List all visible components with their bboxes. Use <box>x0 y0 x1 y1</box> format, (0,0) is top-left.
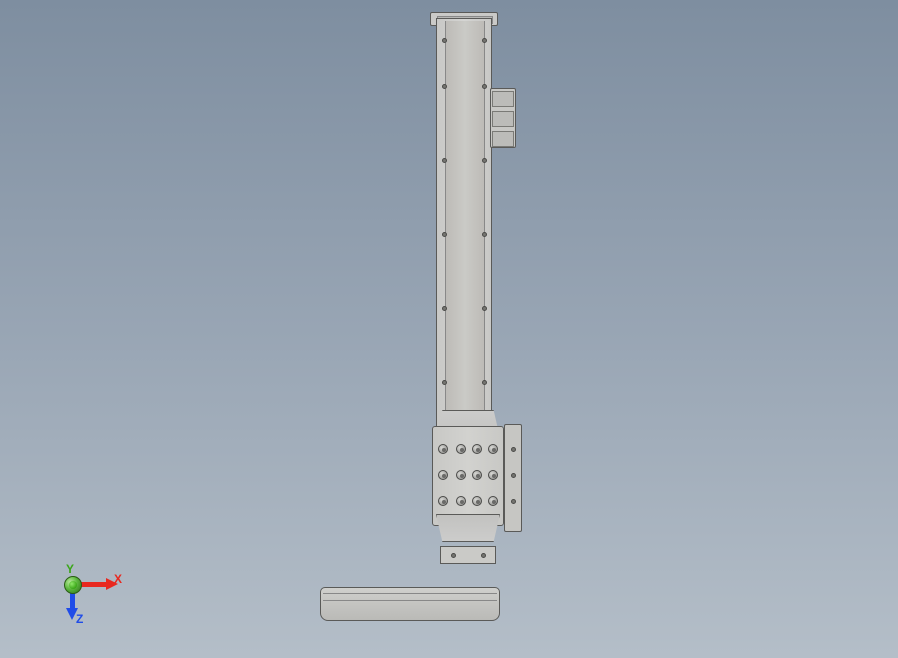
y-axis-label: Y <box>66 562 74 576</box>
base-foot-edge <box>323 593 497 594</box>
bolt <box>438 444 448 454</box>
screw-hole <box>511 473 516 478</box>
base-foot-platform <box>320 587 500 621</box>
screw-hole <box>482 38 487 43</box>
carriage-assembly <box>422 394 524 564</box>
screw-hole <box>442 232 447 237</box>
carriage-bottom-bracket <box>440 546 496 564</box>
screw-hole <box>442 306 447 311</box>
side-block-seg <box>492 131 514 147</box>
carriage-bottom-chamfer <box>436 514 500 542</box>
carriage-side-rail <box>504 424 522 532</box>
screw-hole <box>482 380 487 385</box>
coordinate-triad[interactable]: X Y Z <box>64 552 122 610</box>
bolt <box>472 496 482 506</box>
screw-hole <box>482 232 487 237</box>
screw-hole <box>482 84 487 89</box>
screw-hole <box>442 38 447 43</box>
screw-hole <box>442 84 447 89</box>
bolt <box>472 470 482 480</box>
bolt <box>456 496 466 506</box>
z-axis-label: Z <box>76 612 83 626</box>
x-axis-label: X <box>114 572 122 586</box>
base-foot-edge <box>323 600 497 601</box>
bolt <box>488 444 498 454</box>
screw-hole <box>511 447 516 452</box>
bolt <box>438 470 448 480</box>
screw-hole <box>482 158 487 163</box>
bolt <box>456 444 466 454</box>
side-block-seg <box>492 91 514 107</box>
screw-hole <box>481 553 486 558</box>
y-axis-dot-icon <box>69 581 77 589</box>
cad-model[interactable] <box>412 12 520 614</box>
x-axis <box>78 582 108 587</box>
screw-hole <box>442 158 447 163</box>
bolt <box>472 444 482 454</box>
screw-hole <box>482 306 487 311</box>
bolt <box>488 470 498 480</box>
side-mounting-block <box>490 88 516 148</box>
side-block-seg <box>492 111 514 127</box>
bolt <box>488 496 498 506</box>
bolt <box>438 496 448 506</box>
screw-hole <box>511 499 516 504</box>
screw-hole <box>451 553 456 558</box>
screw-hole <box>442 380 447 385</box>
cad-viewport[interactable]: X Y Z <box>0 0 898 658</box>
bolt <box>456 470 466 480</box>
